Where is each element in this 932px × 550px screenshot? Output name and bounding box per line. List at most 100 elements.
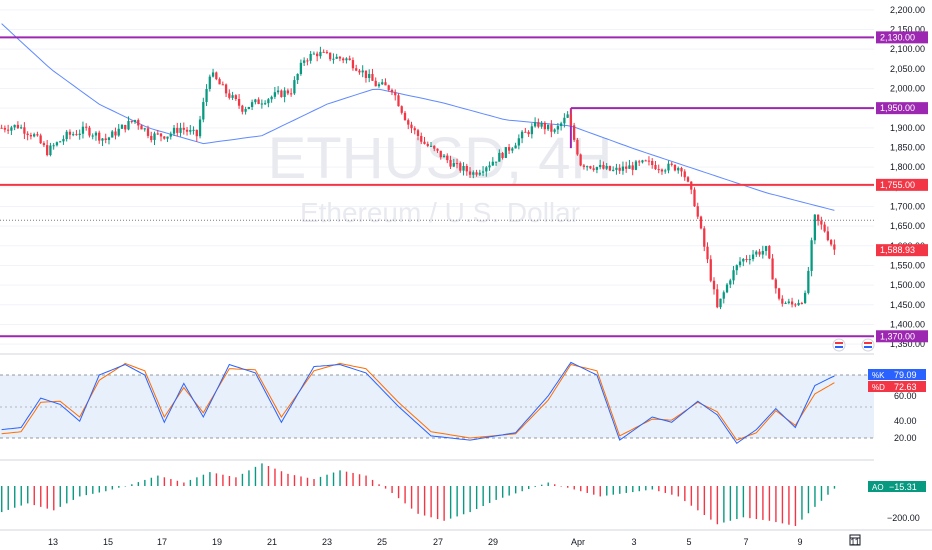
candle-body (10, 127, 13, 131)
ao-bar (814, 486, 816, 507)
candle-body (257, 99, 260, 104)
ao-bar (456, 486, 458, 517)
price-tag-purple (876, 330, 928, 343)
candle-body (459, 163, 462, 171)
price-axis-tick-label: 1,350.00 (890, 339, 925, 349)
horizontal-levels-layer[interactable] (0, 36, 874, 338)
flag-icon[interactable] (861, 338, 875, 352)
candle-body (527, 131, 530, 135)
candle-body (101, 138, 104, 141)
ao-bar (567, 486, 569, 488)
price-axis-background[interactable] (874, 0, 932, 530)
main-pane-background (0, 0, 874, 352)
candle-body (130, 121, 133, 123)
candle-body (137, 120, 140, 126)
candle-body (735, 265, 738, 271)
candle-body (114, 131, 117, 136)
candle-body (628, 165, 631, 169)
candle-body (540, 122, 543, 127)
candle-body (647, 160, 651, 162)
candle-body (820, 220, 823, 225)
candle-body (189, 130, 192, 132)
ao-bar (306, 477, 309, 486)
candle-body (52, 145, 55, 147)
candle-body (706, 246, 709, 260)
candle-body (533, 122, 537, 127)
candle-body (781, 298, 784, 304)
price-axis-tick-label: 1,400.00 (890, 319, 925, 329)
time-axis-tick-label: Apr (571, 537, 585, 547)
candle-body (673, 164, 677, 171)
candle-body (172, 127, 176, 134)
calendar-icon[interactable] (849, 534, 861, 546)
candle-body (452, 163, 455, 167)
price-tag-red (876, 244, 928, 257)
candle-body (329, 52, 332, 60)
candle-body (631, 165, 634, 170)
time-axis-tick-label: 19 (212, 537, 222, 547)
candle-body (774, 279, 777, 289)
ao-bar (124, 486, 127, 487)
candle-body (348, 58, 351, 61)
candle-body (745, 259, 748, 261)
ao-bar (118, 486, 120, 488)
candle-body (169, 133, 172, 137)
candle-body (784, 302, 787, 304)
candle-body (641, 160, 644, 163)
candle-body (276, 90, 280, 93)
ao-bar (534, 486, 536, 487)
candle-body (602, 164, 605, 169)
candle-body (413, 128, 416, 131)
ao-bar (332, 472, 335, 486)
candle-body (46, 145, 49, 156)
price-tag-red (876, 178, 928, 191)
candle-body (732, 270, 735, 281)
candle-body (829, 240, 833, 245)
ao-bar (313, 479, 315, 486)
ao-bar (339, 470, 341, 486)
ao-bar (729, 486, 732, 521)
candle-body (569, 114, 573, 126)
candle-body (273, 92, 277, 97)
time-axis-settings-icon[interactable] (849, 534, 861, 546)
candle-body (800, 302, 803, 304)
ao-bar (580, 486, 582, 492)
ao-bar (501, 486, 504, 498)
candle-body (55, 142, 59, 146)
ao-tag-label: AO (872, 483, 884, 492)
candle-body (559, 123, 563, 127)
candle-body (592, 168, 595, 170)
ao-bar (66, 486, 68, 504)
candle-body (335, 56, 338, 59)
flag-icon[interactable] (832, 338, 846, 352)
candle-body (280, 90, 283, 97)
ao-bar (189, 479, 192, 486)
time-axis[interactable]: 13 15 17 19 21 23 25 27 29 Apr 3 5 7 9 11 (48, 537, 860, 547)
candle-body (153, 133, 156, 140)
candle-body (520, 131, 524, 139)
candle-body (517, 138, 520, 146)
ao-bar (508, 486, 510, 496)
ao-bar (46, 486, 48, 509)
price-tags: 2,130.00 1,950.00 1,755.00 1,588.93 1,370.00 (876, 31, 928, 343)
ao-bar (690, 486, 693, 506)
ao-bar (241, 473, 244, 486)
candle-body (514, 145, 517, 149)
candle-body (150, 135, 153, 140)
ao-bar (443, 486, 445, 521)
candle-body (316, 53, 319, 57)
ao-bar (768, 486, 771, 521)
ao-bar (371, 479, 374, 486)
candle-body (221, 84, 224, 86)
candle-body (338, 56, 342, 59)
candle-body (143, 128, 146, 130)
candle-body (790, 301, 794, 305)
stoch-d-line (1, 362, 835, 441)
candle-body (651, 161, 654, 166)
candle-body (742, 259, 745, 262)
candle-body (72, 134, 75, 136)
ao-bar (105, 486, 107, 492)
price-axis-tick-label: 1,900.00 (890, 123, 925, 133)
economic-event-icons[interactable] (832, 338, 875, 352)
